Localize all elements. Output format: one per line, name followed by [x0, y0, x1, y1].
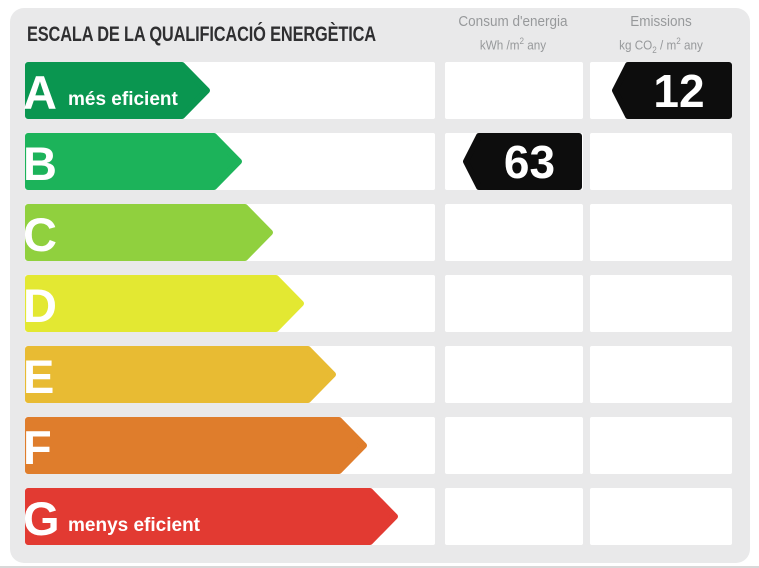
emissions-cell	[590, 133, 732, 190]
rating-arrow-g	[25, 488, 398, 545]
consum-cell	[445, 346, 583, 403]
rating-letter: D	[23, 278, 57, 332]
consum-value: 63	[503, 135, 556, 188]
emissions-cell	[590, 417, 732, 474]
emissions-unit-pre: kg CO	[619, 37, 653, 53]
rating-row-b: B 63	[10, 133, 750, 190]
consum-unit-sup: 2	[519, 36, 525, 46]
consum-column-header: Consum d'energia kWh /m2 any	[450, 13, 576, 53]
page-title: ESCALA DE LA QUALIFICACIÓ ENERGÈTICA	[27, 23, 376, 46]
emissions-marker-arrow	[612, 62, 732, 119]
emissions-unit-mid: / m	[656, 37, 677, 53]
rating-row-f: F	[10, 417, 750, 474]
emissions-cell	[590, 346, 732, 403]
rating-row-e: E	[10, 346, 750, 403]
emissions-unit-post: any	[680, 37, 703, 53]
consum-cell	[445, 275, 583, 332]
rating-letter: A	[23, 65, 57, 119]
rating-row-c: C	[10, 204, 750, 261]
consum-cell	[445, 204, 583, 261]
rating-letter: G	[23, 491, 60, 545]
emissions-value-marker: 12	[612, 62, 732, 119]
rating-letter: C	[23, 207, 57, 261]
emissions-cell	[590, 275, 732, 332]
emissions-unit-sup: 2	[676, 36, 681, 46]
emissions-unit-sub: 2	[652, 44, 657, 55]
consum-cell	[445, 417, 583, 474]
rating-letter: E	[23, 349, 55, 403]
consum-column-unit: kWh /m2 any	[450, 33, 576, 53]
rating-letter: F	[23, 420, 52, 474]
rating-note: més eficient	[68, 89, 178, 110]
emissions-cell	[590, 488, 732, 545]
rating-arrow-c	[25, 204, 273, 261]
emissions-column-title: Emissions	[630, 13, 692, 30]
emissions-column-unit: kg CO2 / m2 any	[597, 33, 725, 58]
energy-scale-card: ESCALA DE LA QUALIFICACIÓ ENERGÈTICA Con…	[10, 8, 750, 563]
consum-unit-pre: kWh /m	[479, 37, 520, 53]
rating-row-d: D	[10, 275, 750, 332]
rating-letter: B	[23, 136, 57, 190]
rating-note: menys eficient	[68, 515, 200, 536]
emissions-cell	[590, 204, 732, 261]
consum-marker-arrow	[463, 133, 582, 190]
consum-value-marker: 63	[463, 133, 582, 190]
consum-cell	[445, 488, 583, 545]
emissions-column-header: Emissions kg CO2 / m2 any	[597, 13, 725, 58]
rating-arrow-e	[25, 346, 336, 403]
rating-arrow-b	[25, 133, 242, 190]
rating-arrow-f	[25, 417, 367, 474]
emissions-value: 12	[653, 64, 705, 117]
consum-column-title: Consum d'energia	[458, 13, 568, 30]
consum-cell	[445, 62, 583, 119]
consum-unit-post: any	[524, 37, 547, 53]
rating-arrow-a	[25, 62, 210, 119]
rating-arrow-d	[25, 275, 304, 332]
